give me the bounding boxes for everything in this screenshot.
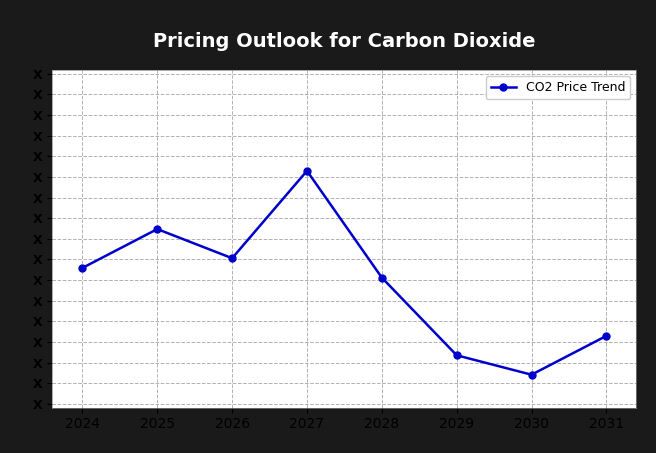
CO2 Price Trend <box>453 352 461 358</box>
CO2 Price Trend <box>228 255 236 261</box>
CO2 Price Trend <box>378 275 386 280</box>
CO2 Price Trend <box>303 168 311 173</box>
CO2 Price Trend <box>602 333 610 338</box>
CO2 Price Trend <box>527 372 535 377</box>
CO2 Price Trend <box>79 265 87 270</box>
Legend: CO2 Price Trend: CO2 Price Trend <box>485 76 630 99</box>
CO2 Price Trend <box>154 226 161 232</box>
Line: CO2 Price Trend: CO2 Price Trend <box>79 167 610 378</box>
Text: Pricing Outlook for Carbon Dioxide: Pricing Outlook for Carbon Dioxide <box>153 32 536 51</box>
